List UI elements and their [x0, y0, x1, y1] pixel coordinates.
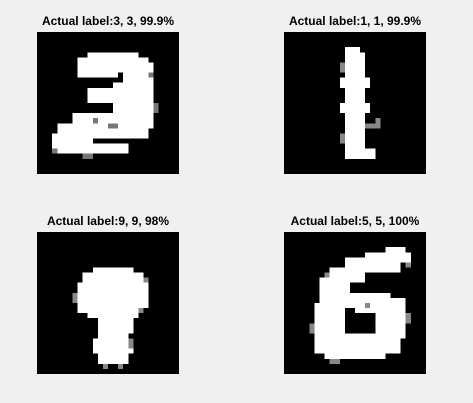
digit-image-5 — [284, 232, 426, 374]
subplot-title: Actual label:3, 3, 99.9% — [41, 14, 175, 28]
subplot-title: Actual label:5, 5, 100% — [290, 214, 420, 228]
digit-image-9 — [37, 232, 179, 374]
digit-image-1 — [284, 32, 426, 174]
digit-image-3 — [37, 32, 179, 174]
subplot-title: Actual label:1, 1, 99.9% — [288, 14, 422, 28]
subplot-title: Actual label:9, 9, 98% — [46, 214, 170, 228]
